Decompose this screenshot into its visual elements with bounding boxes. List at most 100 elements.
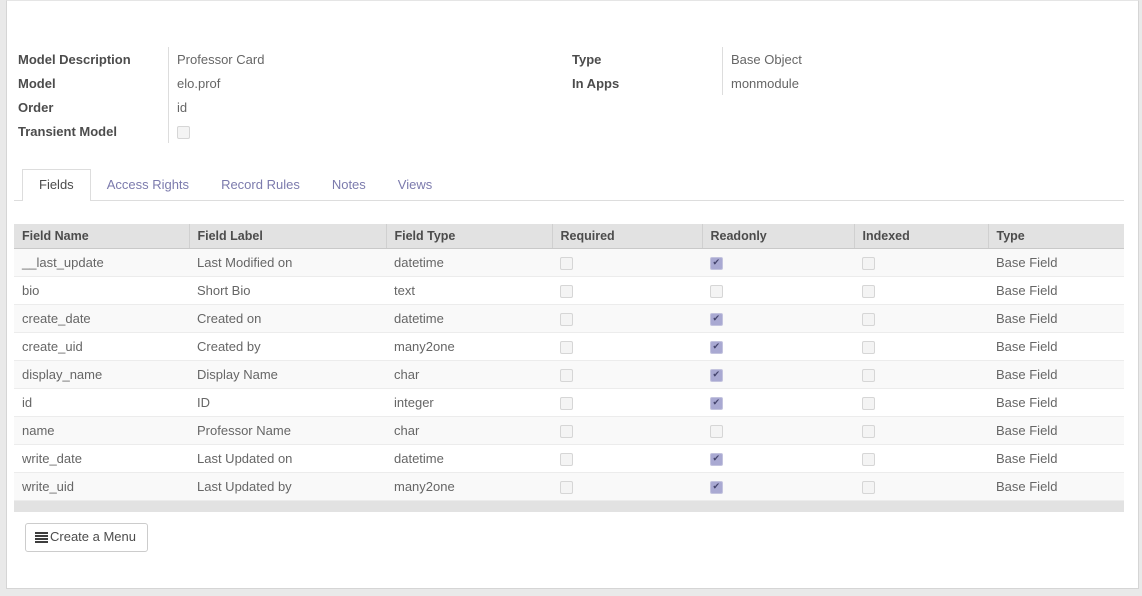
cell-field-label: Short Bio	[189, 276, 386, 304]
column-header-readonly[interactable]: Readonly	[702, 224, 854, 248]
field-row-bio[interactable]: bioShort Biotext Base Field	[14, 276, 1124, 304]
checkbox-unchecked	[560, 313, 573, 326]
cell-type: Base Field	[988, 472, 1124, 500]
cell-indexed	[854, 472, 988, 500]
checkbox-unchecked	[560, 369, 573, 382]
cell-field-type: datetime	[386, 444, 552, 472]
cell-type: Base Field	[988, 276, 1124, 304]
column-header-required[interactable]: Required	[552, 224, 702, 248]
checkbox-checked	[710, 341, 723, 354]
cell-field-name: write_date	[14, 444, 189, 472]
cell-required	[552, 276, 702, 304]
model-info-section: Model Description Professor Card Model e…	[18, 47, 1138, 143]
checkbox-unchecked	[560, 257, 573, 270]
column-header-field-name[interactable]: Field Name	[14, 224, 189, 248]
cell-field-name: bio	[14, 276, 189, 304]
checkbox-unchecked	[862, 481, 875, 494]
cell-indexed	[854, 276, 988, 304]
cell-required	[552, 444, 702, 472]
cell-field-type: char	[386, 416, 552, 444]
cell-required	[552, 472, 702, 500]
checkbox-checked	[710, 313, 723, 326]
cell-field-type: many2one	[386, 332, 552, 360]
column-header-type[interactable]: Type	[988, 224, 1124, 248]
checkbox-unchecked	[560, 481, 573, 494]
checkbox-unchecked	[710, 285, 723, 298]
field-row-create_date[interactable]: create_dateCreated ondatetimeBase Field	[14, 304, 1124, 332]
table-body: __last_updateLast Modified ondatetimeBas…	[14, 248, 1124, 500]
table-header-row: Field NameField LabelField TypeRequiredR…	[14, 224, 1124, 248]
cell-field-type: datetime	[386, 248, 552, 276]
column-header-field-type[interactable]: Field Type	[386, 224, 552, 248]
cell-field-name: create_date	[14, 304, 189, 332]
model-description-value: Professor Card	[168, 47, 572, 71]
cell-readonly	[702, 388, 854, 416]
cell-indexed	[854, 416, 988, 444]
checkbox-checked	[710, 397, 723, 410]
checkbox-unchecked	[862, 257, 875, 270]
cell-indexed	[854, 444, 988, 472]
cell-field-name: write_uid	[14, 472, 189, 500]
checkbox-unchecked	[862, 341, 875, 354]
cell-indexed	[854, 332, 988, 360]
cell-field-type: integer	[386, 388, 552, 416]
cell-indexed	[854, 304, 988, 332]
transient-model-label: Transient Model	[18, 119, 168, 143]
order-label: Order	[18, 95, 168, 119]
transient-model-checkbox[interactable]	[177, 126, 190, 139]
cell-field-label: Created on	[189, 304, 386, 332]
field-row-id[interactable]: idIDintegerBase Field	[14, 388, 1124, 416]
table-footer-cell	[14, 500, 1124, 512]
tab-views[interactable]: Views	[382, 170, 448, 200]
field-row-name[interactable]: nameProfessor NamecharBase Field	[14, 416, 1124, 444]
model-value: elo.prof	[168, 71, 572, 95]
cell-readonly	[702, 360, 854, 388]
column-header-indexed[interactable]: Indexed	[854, 224, 988, 248]
type-label: Type	[572, 47, 722, 71]
tab-notes[interactable]: Notes	[316, 170, 382, 200]
checkbox-unchecked	[862, 313, 875, 326]
cell-indexed	[854, 248, 988, 276]
field-row-create_uid[interactable]: create_uidCreated bymany2oneBase Field	[14, 332, 1124, 360]
checkbox-unchecked	[862, 425, 875, 438]
cell-field-type: datetime	[386, 304, 552, 332]
column-header-field-label[interactable]: Field Label	[189, 224, 386, 248]
checkbox-unchecked	[862, 397, 875, 410]
cell-field-type: text	[386, 276, 552, 304]
cell-field-name: id	[14, 388, 189, 416]
tab-access-rights[interactable]: Access Rights	[91, 170, 205, 200]
cell-readonly	[702, 444, 854, 472]
field-row-write_date[interactable]: write_dateLast Updated ondatetimeBase Fi…	[14, 444, 1124, 472]
cell-field-label: Professor Name	[189, 416, 386, 444]
create-menu-button[interactable]: Create a Menu	[25, 523, 148, 552]
field-row-display_name[interactable]: display_nameDisplay NamecharBase Field	[14, 360, 1124, 388]
cell-required	[552, 416, 702, 444]
in-apps-value: monmodule	[722, 71, 1114, 95]
cell-indexed	[854, 360, 988, 388]
cell-readonly	[702, 416, 854, 444]
cell-readonly	[702, 304, 854, 332]
field-row-__last_update[interactable]: __last_updateLast Modified ondatetimeBas…	[14, 248, 1124, 276]
transient-model-value	[168, 119, 572, 143]
type-value: Base Object	[722, 47, 1114, 71]
checkbox-unchecked	[862, 285, 875, 298]
cell-field-name: display_name	[14, 360, 189, 388]
cell-required	[552, 360, 702, 388]
create-menu-label: Create a Menu	[50, 529, 136, 545]
cell-field-label: Last Modified on	[189, 248, 386, 276]
field-row-write_uid[interactable]: write_uidLast Updated bymany2oneBase Fie…	[14, 472, 1124, 500]
tab-fields[interactable]: Fields	[22, 169, 91, 201]
cell-required	[552, 248, 702, 276]
cell-field-type: char	[386, 360, 552, 388]
cell-field-label: ID	[189, 388, 386, 416]
checkbox-checked	[710, 481, 723, 494]
cell-field-label: Display Name	[189, 360, 386, 388]
fields-table: Field NameField LabelField TypeRequiredR…	[14, 224, 1124, 512]
tab-record-rules[interactable]: Record Rules	[205, 170, 316, 200]
model-form-sheet: Model Description Professor Card Model e…	[6, 0, 1139, 589]
in-apps-label: In Apps	[572, 71, 722, 95]
cell-field-label: Last Updated on	[189, 444, 386, 472]
cell-required	[552, 388, 702, 416]
model-description-label: Model Description	[18, 47, 168, 71]
info-group-right: Type Base Object In Apps monmodule	[572, 47, 1114, 143]
